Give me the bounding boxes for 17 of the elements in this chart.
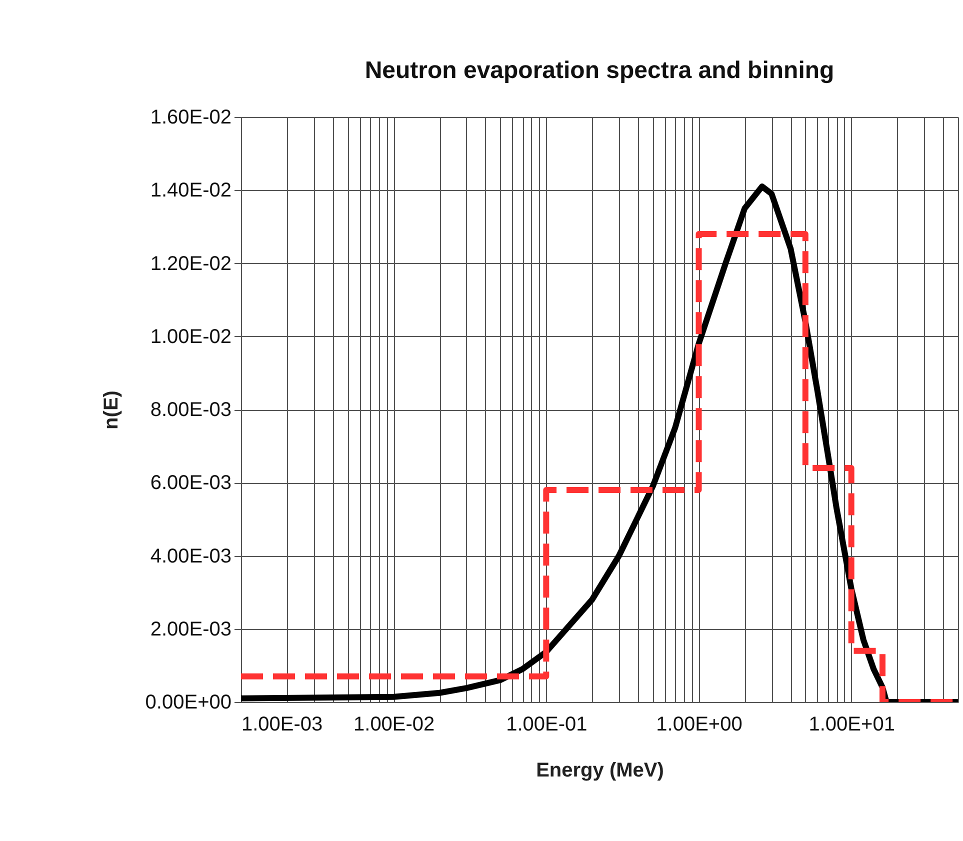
y-tick-label: 1.20E-02 (150, 252, 232, 275)
x-tick-label: 1.00E+01 (808, 714, 895, 736)
y-axis-title: n(E) (100, 390, 122, 430)
x-tick-label: 1.00E+00 (656, 714, 742, 736)
x-axis-title: Energy (MeV) (536, 760, 664, 782)
y-tick-label: 2.00E-03 (150, 618, 232, 640)
x-tick-label: 1.00E-02 (354, 714, 435, 736)
x-tick-label: 1.00E-01 (506, 714, 588, 736)
y-tick-label: 0.00E+00 (145, 692, 232, 714)
y-tick-label: 1.00E-02 (150, 326, 232, 348)
y-tick-label: 6.00E-03 (150, 472, 232, 494)
y-tick-label: 4.00E-03 (150, 545, 232, 568)
x-tick-label: 1.00E-03 (242, 714, 323, 736)
y-tick-label: 1.40E-02 (150, 180, 232, 202)
chart-title: Neutron evaporation spectra and binning (364, 57, 834, 84)
y-tick-label: 1.60E-02 (150, 106, 232, 128)
y-tick-label: 8.00E-03 (150, 399, 232, 421)
